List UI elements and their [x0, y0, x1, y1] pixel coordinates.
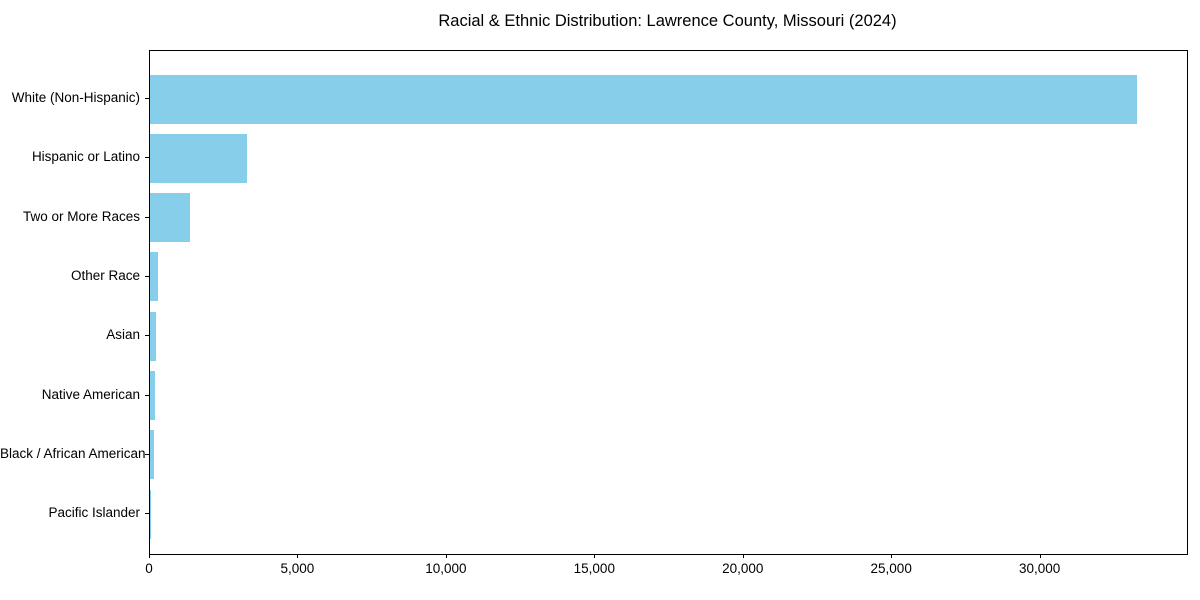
x-tick-label-0: 0: [145, 561, 153, 576]
y-tick-mark: [145, 513, 149, 515]
y-tick-label-pacific-islander: Pacific Islander: [48, 505, 140, 521]
bar-asian: [150, 311, 157, 361]
x-tick-mark: [149, 554, 150, 558]
bar-hispanic-or-latino: [150, 133, 248, 183]
y-tick-mark: [145, 394, 149, 396]
y-tick-label-hispanic-or-latino: Hispanic or Latino: [31, 149, 140, 165]
x-tick-label-10000: 10,000: [425, 561, 467, 576]
y-tick-label-two-or-more-races: Two or More Races: [22, 208, 140, 224]
y-tick-label-white-non-hispanic: White (Non-Hispanic): [11, 90, 140, 105]
bar-other-race: [150, 252, 158, 302]
x-tick-mark: [1039, 554, 1041, 558]
x-tick-label-20000: 20,000: [722, 561, 764, 576]
bar-white-non-hispanic: [150, 74, 1138, 124]
y-tick-label-native-american: Native American: [41, 386, 140, 402]
x-tick-mark: [445, 554, 447, 558]
x-tick-mark: [297, 554, 299, 558]
bar-native-american: [150, 371, 156, 421]
x-tick-label-25000: 25,000: [870, 561, 912, 576]
x-tick-mark: [742, 554, 744, 558]
x-tick-mark: [594, 554, 596, 558]
bar-black-african-american: [150, 430, 155, 480]
chart-title: Racial & Ethnic Distribution: Lawrence C…: [438, 12, 897, 30]
y-tick-mark: [145, 216, 149, 218]
bar-pacific-islander: [150, 489, 151, 539]
y-tick-mark: [145, 453, 149, 455]
y-tick-mark: [145, 157, 149, 159]
plot-area: [149, 50, 1188, 555]
y-tick-label-other-race: Other Race: [70, 267, 140, 283]
x-tick-label-15000: 15,000: [573, 561, 615, 576]
y-tick-mark: [145, 335, 149, 337]
y-tick-label-black-african-american: Black / African American: [0, 445, 146, 461]
x-tick-label-5000: 5,000: [280, 561, 315, 576]
x-tick-label-30000: 30,000: [1018, 561, 1061, 576]
y-tick-mark: [145, 98, 149, 99]
y-tick-label-asian: Asian: [106, 327, 140, 343]
bar-two-or-more-races: [150, 193, 191, 243]
y-tick-mark: [145, 275, 149, 277]
x-tick-mark: [891, 554, 893, 558]
